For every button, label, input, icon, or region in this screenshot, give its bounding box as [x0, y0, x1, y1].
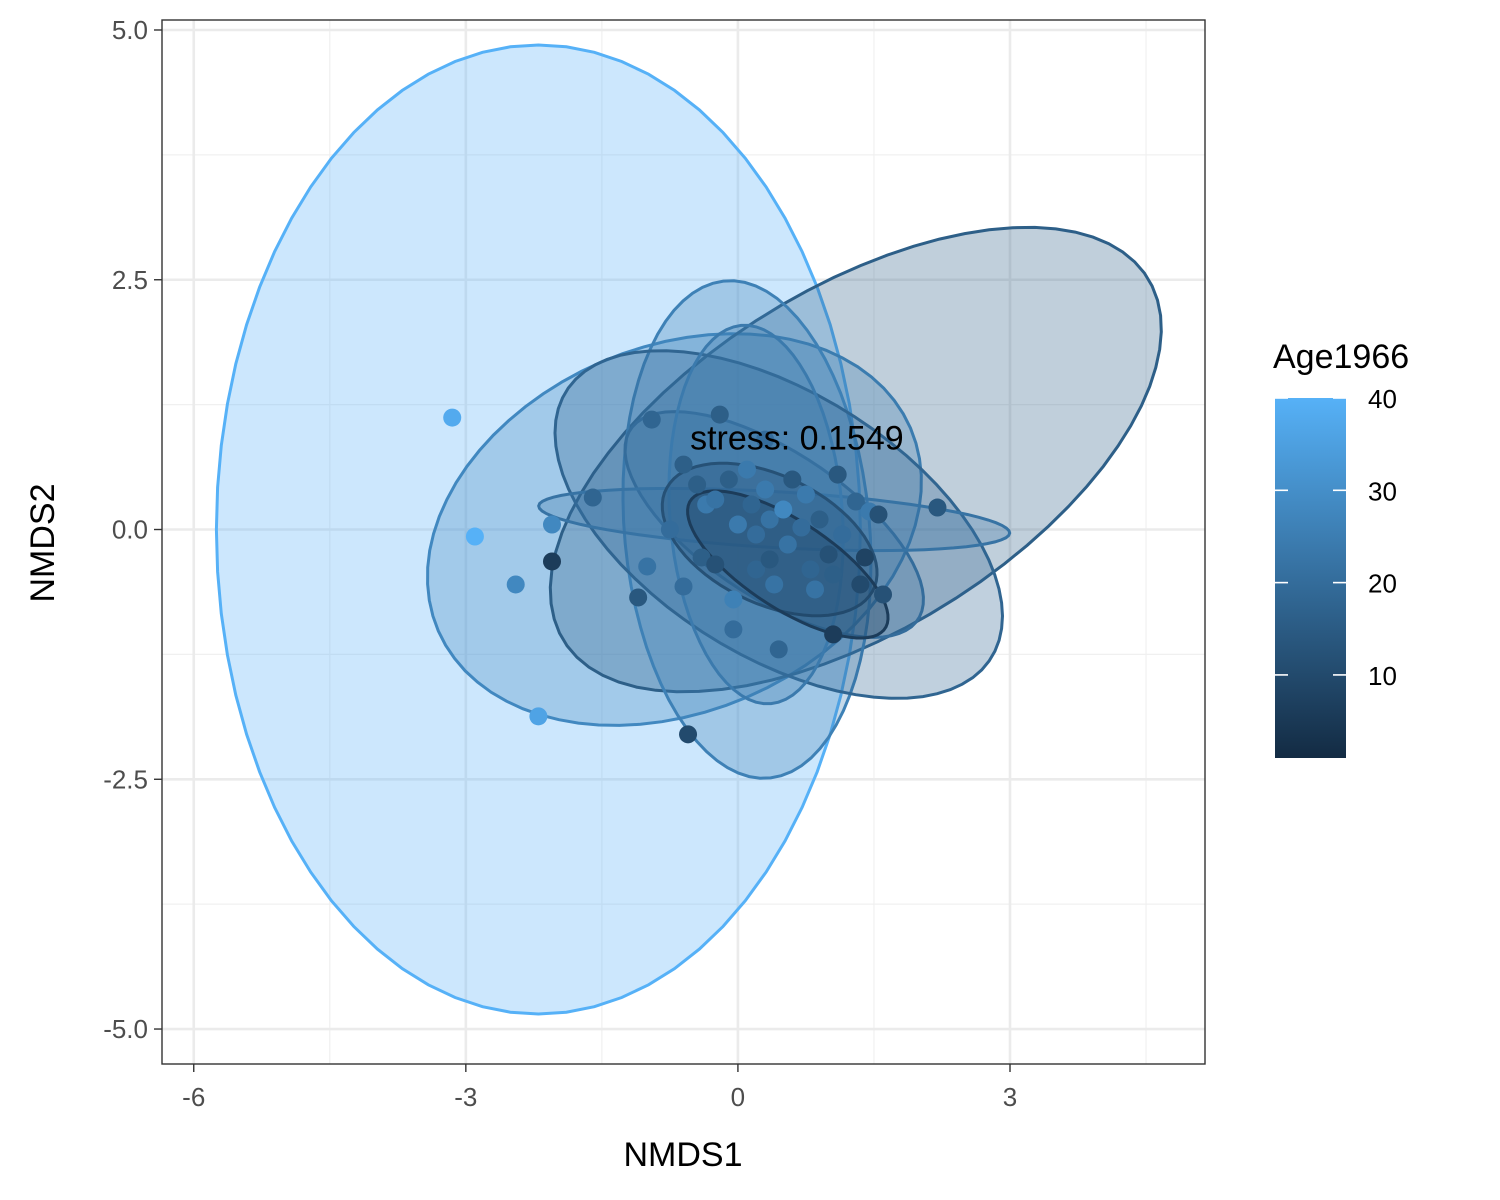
y-tick-label: 0.0: [112, 515, 148, 545]
colorbar-tick-label: 30: [1368, 476, 1397, 506]
data-point: [706, 555, 725, 574]
data-point: [769, 640, 788, 659]
data-point: [756, 480, 775, 499]
data-point: [747, 525, 766, 544]
legend: Age1966 10 20 30 40: [1273, 338, 1409, 758]
data-point: [747, 560, 766, 579]
y-tick-label: -2.5: [103, 764, 148, 794]
legend-title: Age1966: [1273, 338, 1409, 376]
plot-border: [161, 19, 1206, 1065]
x-tick-label: -6: [182, 1082, 205, 1112]
data-point: [824, 625, 843, 644]
data-point: [851, 575, 870, 594]
data-point: [443, 408, 462, 427]
y-tick-label: -5.0: [103, 1014, 148, 1044]
data-point: [806, 580, 825, 599]
ellipse-layer: [214, 43, 1163, 1016]
data-point: [692, 548, 711, 567]
data-point: [719, 470, 738, 489]
confidence-ellipse: [621, 279, 873, 780]
data-point: [542, 552, 561, 571]
x-axis-title: NMDS1: [623, 1136, 742, 1174]
confidence-ellipse: [553, 349, 1005, 700]
y-axis: 5.0 2.5 0.0 -2.5 -5.0: [103, 15, 162, 1044]
x-tick-label: 3: [1003, 1082, 1017, 1112]
data-point: [869, 505, 888, 524]
x-axis: -6 -3 0 3: [182, 1064, 1017, 1112]
y-tick-label: 2.5: [112, 265, 148, 295]
data-point: [529, 707, 548, 726]
x-tick-label: 0: [731, 1082, 745, 1112]
data-point: [760, 510, 779, 529]
data-point: [724, 620, 743, 639]
data-point: [642, 410, 661, 429]
data-point: [724, 590, 743, 609]
x-tick-label: -3: [454, 1082, 477, 1112]
y-axis-title: NMDS2: [24, 483, 62, 602]
legend-ticks: 10 20 30 40: [1275, 384, 1397, 691]
confidence-ellipse: [548, 225, 1163, 694]
colorbar-tick-label: 20: [1368, 569, 1397, 599]
data-point: [465, 527, 484, 546]
data-point: [819, 545, 838, 564]
data-point: [660, 520, 679, 539]
data-point: [638, 557, 657, 576]
y-tick-label: 5.0: [112, 15, 148, 45]
confidence-ellipse: [214, 43, 862, 1016]
data-point: [728, 515, 747, 534]
data-point: [765, 575, 784, 594]
data-point: [778, 535, 797, 554]
data-point: [796, 485, 815, 504]
data-point: [833, 525, 852, 544]
data-point: [855, 548, 874, 567]
data-point: [542, 515, 561, 534]
data-point: [679, 725, 698, 744]
grid-major: [162, 20, 1205, 1064]
data-point: [737, 460, 756, 479]
data-point: [583, 488, 602, 507]
data-point: [928, 498, 947, 517]
colorbar-tick-label: 10: [1368, 661, 1397, 691]
stress-annotation: stress: 0.1549: [690, 420, 904, 458]
data-point: [792, 518, 811, 537]
plot-panel: stress: 0.1549: [161, 19, 1206, 1065]
legend-colorbar: [1275, 398, 1346, 758]
data-point: [801, 560, 820, 579]
data-point: [742, 495, 761, 514]
data-point: [774, 500, 793, 519]
data-point: [810, 510, 829, 529]
data-point: [783, 470, 802, 489]
data-point: [824, 565, 843, 584]
data-point: [688, 475, 707, 494]
point-layer: [443, 405, 947, 744]
data-point: [874, 585, 893, 604]
data-point: [706, 490, 725, 509]
data-point: [756, 430, 775, 449]
data-point: [506, 575, 525, 594]
data-point: [710, 405, 729, 424]
colorbar-tick-label: 40: [1368, 384, 1397, 414]
data-point: [674, 577, 693, 596]
data-point: [828, 465, 847, 484]
data-point: [674, 455, 693, 474]
data-point: [846, 492, 865, 511]
data-point: [760, 550, 779, 569]
data-point: [629, 588, 648, 607]
